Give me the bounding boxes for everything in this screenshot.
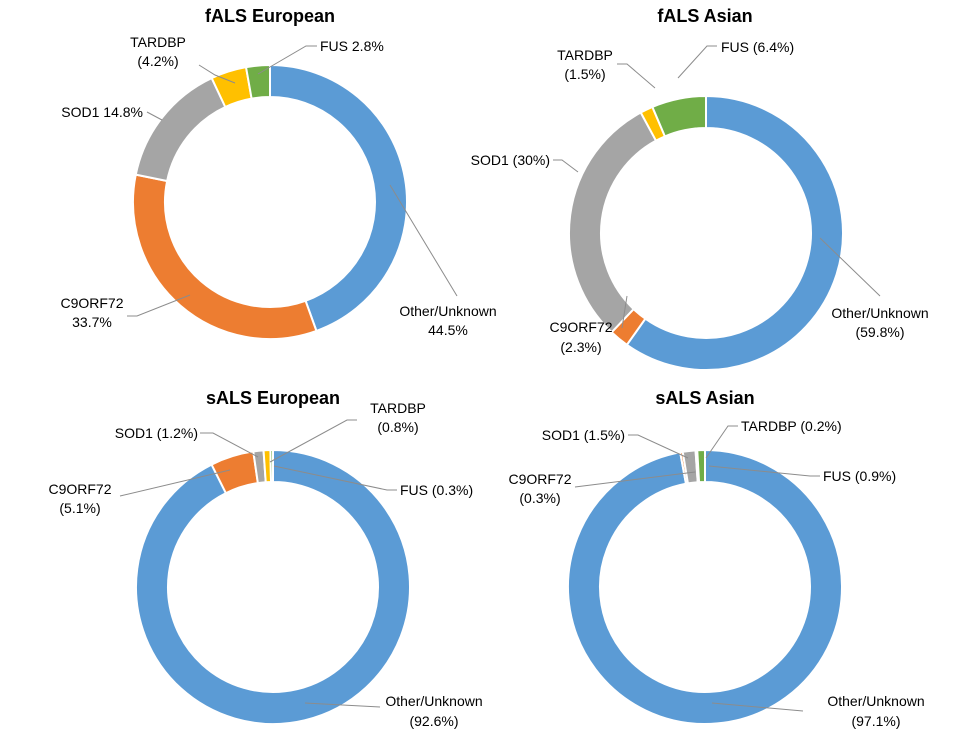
label-tardbp: TARDBP (0.8%)	[269, 400, 426, 463]
slice-label-line-2: 44.5%	[428, 322, 468, 338]
chart-fals-european: fALS European Other/Unknown 44.5% C9ORF7…	[60, 6, 497, 340]
slice-label-line-1: C9ORF72	[48, 481, 111, 497]
leader-line	[617, 63, 656, 89]
chart-title: sALS European	[206, 388, 340, 408]
leader-line	[146, 111, 163, 121]
slice-label: SOD1 (30%)	[471, 152, 550, 168]
leader-line	[705, 425, 738, 459]
label-c9orf72: C9ORF72 33.7%	[60, 294, 191, 330]
label-tardbp: TARDBP (4.2%)	[130, 34, 236, 84]
slice-label-line-1: Other/Unknown	[827, 693, 924, 709]
slice-label-line-1: C9ORF72	[508, 471, 571, 487]
chart-fals-asian: fALS Asian Other/Unknown (59.8%) C9ORF72…	[471, 6, 929, 371]
label-other-unknown: Other/Unknown 44.5%	[389, 184, 497, 338]
leader-line	[628, 434, 689, 459]
slice-label-line-2: 33.7%	[72, 314, 112, 330]
slice-label: FUS (6.4%)	[721, 39, 794, 55]
label-tardbp: TARDBP (1.5%)	[557, 47, 656, 89]
slice-label-line-1: TARDBP	[130, 34, 186, 50]
leader-line	[711, 702, 804, 712]
slice-fus	[269, 448, 274, 484]
slice-label-line-1: C9ORF72	[60, 295, 123, 311]
slice-label-line-1: Other/Unknown	[399, 303, 496, 319]
slice-label-line-2: (1.5%)	[564, 66, 605, 82]
leader-line	[819, 237, 881, 297]
label-fus: FUS (6.4%)	[677, 39, 794, 79]
label-fus: FUS (0.9%)	[708, 465, 896, 484]
slice-label-line-1: TARDBP	[557, 47, 613, 63]
slice-label-line-2: (97.1%)	[851, 713, 900, 729]
slice-label-line-2: (5.1%)	[59, 500, 100, 516]
label-sod1: SOD1 (1.5%)	[542, 427, 689, 459]
leader-line	[621, 295, 628, 329]
leader-line	[257, 45, 317, 75]
leader-line	[677, 45, 717, 79]
chart-sals-asian: sALS Asian Other/Unknown (97.1%) C9ORF72…	[508, 388, 924, 729]
slice-label-line-2: (4.2%)	[137, 53, 178, 69]
slice-label: FUS (0.9%)	[823, 468, 896, 484]
leader-line	[389, 184, 458, 297]
slice-other-unknown	[567, 449, 843, 725]
slice-label: TARDBP (0.2%)	[741, 418, 842, 434]
leader-line	[127, 294, 191, 317]
slice-label-line-2: (59.8%)	[855, 324, 904, 340]
leader-line	[574, 471, 696, 488]
chart-sals-european: sALS European Other/Unknown (92.6%) C9OR…	[48, 388, 482, 729]
chart-title: fALS Asian	[657, 6, 752, 26]
label-c9orf72: C9ORF72 (0.3%)	[508, 471, 696, 506]
slice-label-line-2: (0.3%)	[519, 490, 560, 506]
slice-fus	[696, 449, 706, 484]
slice-fus	[245, 64, 271, 100]
donut-slices	[568, 95, 844, 371]
label-other-unknown: Other/Unknown (97.1%)	[711, 693, 925, 729]
label-sod1: SOD1 (30%)	[471, 152, 579, 173]
label-sod1: SOD1 14.8%	[61, 104, 163, 121]
label-other-unknown: Other/Unknown (59.8%)	[819, 237, 929, 340]
label-c9orf72: C9ORF72 (2.3%)	[549, 295, 628, 355]
slice-label-line-1: Other/Unknown	[831, 305, 928, 321]
slice-label: SOD1 (1.5%)	[542, 427, 625, 443]
slice-label-line-1: TARDBP	[370, 400, 426, 416]
leader-line	[200, 432, 259, 458]
leader-line	[708, 465, 820, 477]
slice-label: FUS 2.8%	[320, 38, 384, 54]
slice-label: FUS (0.3%)	[400, 482, 473, 498]
label-c9orf72: C9ORF72 (5.1%)	[48, 469, 231, 516]
chart-title: fALS European	[205, 6, 335, 26]
slice-other-unknown	[625, 95, 844, 371]
slice-label: SOD1 14.8%	[61, 104, 143, 120]
slice-label-line-2: (92.6%)	[409, 713, 458, 729]
leader-line	[553, 159, 579, 173]
donut-slices	[567, 449, 843, 725]
label-sod1: SOD1 (1.2%)	[115, 425, 259, 458]
slice-label-line-2: (0.8%)	[377, 419, 418, 435]
slice-label-line-2: (2.3%)	[560, 339, 601, 355]
slice-label-line-1: Other/Unknown	[385, 693, 482, 709]
label-other-unknown: Other/Unknown (92.6%)	[304, 693, 483, 729]
slice-label-line-1: C9ORF72	[549, 319, 612, 335]
label-tardbp: TARDBP (0.2%)	[705, 418, 842, 459]
leader-line	[269, 419, 357, 463]
leader-line	[273, 465, 397, 491]
chart-title: sALS Asian	[655, 388, 754, 408]
leader-line	[304, 702, 381, 708]
slice-label: SOD1 (1.2%)	[115, 425, 198, 441]
donut-slices	[132, 64, 408, 340]
slice-fus	[651, 95, 707, 138]
label-fus: FUS 2.8%	[257, 38, 384, 75]
label-fus: FUS (0.3%)	[273, 465, 473, 498]
leader-line	[198, 64, 236, 84]
slice-other-unknown	[269, 64, 408, 332]
leader-line	[119, 469, 231, 497]
